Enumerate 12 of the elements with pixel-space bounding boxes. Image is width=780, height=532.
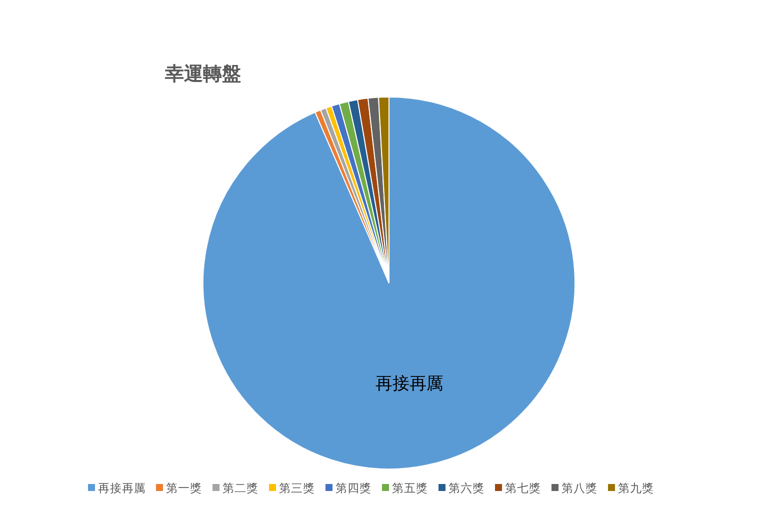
data-label: 再接再厲 [376, 374, 444, 394]
legend-label: 第五獎 [392, 482, 428, 495]
chart-title: 幸運轉盤 [164, 63, 241, 85]
legend-label: 第一獎 [166, 482, 202, 495]
legend-label: 第八獎 [562, 482, 598, 495]
legend-label: 第七獎 [505, 482, 541, 495]
legend-label: 第六獎 [448, 481, 484, 495]
legend-label: 第二獎 [222, 482, 258, 495]
legend-label: 第三獎 [279, 482, 315, 495]
legend-label: 第四獎 [336, 482, 372, 495]
legend-label: 再接再厲 [98, 481, 146, 495]
legend-label: 第九獎 [618, 482, 654, 495]
